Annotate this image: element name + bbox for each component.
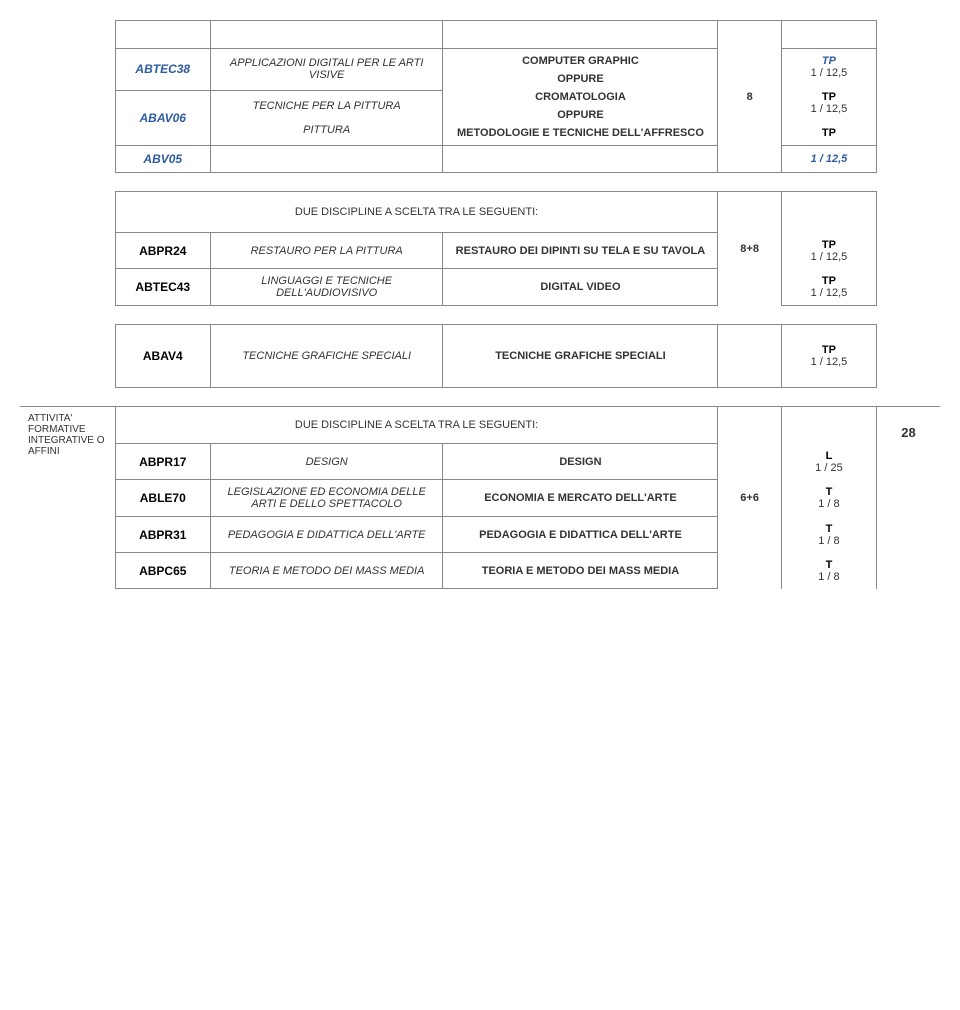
- tp-value: 1 / 12,5: [811, 287, 848, 299]
- table-4: ATTIVITA' FORMATIVE INTEGRATIVE O AFFINI…: [20, 406, 940, 589]
- disc-cell: LEGISLAZIONE ED ECONOMIA DELLE ARTI E DE…: [210, 480, 443, 517]
- table-row: ABV05 1 / 12,5: [20, 146, 940, 173]
- disc-line: TECNICHE PER LA PITTURA: [253, 100, 401, 112]
- table-row: ABPR17 DESIGN DESIGN L 1 / 25: [20, 444, 940, 480]
- tp-value: 1 / 12,5: [811, 251, 848, 263]
- tp-cell: TP 1 / 12,5: [781, 269, 876, 306]
- disc-cell: TEORIA E METODO DEI MASS MEDIA: [210, 553, 443, 589]
- code-cell: ABTEC38: [115, 49, 210, 91]
- tp-value: 1 / 8: [818, 498, 839, 510]
- tp-value: 1 / 25: [815, 462, 843, 474]
- table-row: ABAV4 TECNICHE GRAFICHE SPECIALI TECNICH…: [20, 325, 940, 388]
- table-3: ABAV4 TECNICHE GRAFICHE SPECIALI TECNICH…: [20, 324, 940, 388]
- tp-value: 1 / 8: [818, 535, 839, 547]
- oppure-label: OPPURE: [451, 73, 709, 85]
- code-cell: ABPR24: [115, 233, 210, 269]
- tp-cell: T 1 / 8: [781, 517, 876, 553]
- table-row: [20, 21, 940, 49]
- table-1: ABTEC38 APPLICAZIONI DIGITALI PER LE ART…: [20, 20, 940, 173]
- header-cell: DUE DISCIPLINE A SCELTA TRA LE SEGUENTI:: [115, 407, 718, 444]
- table-row: ABLE70 LEGISLAZIONE ED ECONOMIA DELLE AR…: [20, 480, 940, 517]
- tp-value: 1 / 8: [818, 571, 839, 583]
- table-row: ABTEC43 LINGUAGGI E TECNICHE DELL'AUDIOV…: [20, 269, 940, 306]
- tp-label: TP: [822, 91, 836, 103]
- num-value: 8+8: [726, 243, 772, 255]
- disc-cell: TECNICHE GRAFICHE SPECIALI: [210, 325, 443, 388]
- code-cell: ABPR31: [115, 517, 210, 553]
- disc-cell: LINGUAGGI E TECNICHE DELL'AUDIOVISIVO: [210, 269, 443, 306]
- header-cell: DUE DISCIPLINE A SCELTA TRA LE SEGUENTI:: [115, 192, 718, 233]
- code-cell: ABTEC43: [115, 269, 210, 306]
- disc-cell: PEDAGOGIA E DIDATTICA DELL'ARTE: [210, 517, 443, 553]
- table-row: ABPR24 RESTAURO PER LA PITTURA RESTAURO …: [20, 233, 940, 269]
- tp-cell: TP 1 / 12,5 TP 1 / 12,5 TP: [781, 49, 876, 146]
- content-cell: ECONOMIA E MERCATO DELL'ARTE: [443, 480, 718, 517]
- content-cell: TECNICHE GRAFICHE SPECIALI: [443, 325, 718, 388]
- tp-label: T: [826, 559, 833, 571]
- num-value: 6+6: [726, 492, 772, 504]
- num-cell: 8: [718, 49, 781, 146]
- tp-label: TP: [822, 239, 836, 251]
- content-line: CROMATOLOGIA: [535, 91, 626, 103]
- content-cell: DESIGN: [443, 444, 718, 480]
- num-cell: 8+8: [718, 192, 781, 306]
- big-cell: 28: [877, 407, 940, 589]
- tp-cell: TP 1 / 12,5: [781, 325, 876, 388]
- disc-cell: DESIGN: [210, 444, 443, 480]
- code-cell: ABPC65: [115, 553, 210, 589]
- tp-label: TP: [822, 344, 836, 356]
- tp-value: 1 / 12,5: [811, 67, 848, 79]
- content-cell: TEORIA E METODO DEI MASS MEDIA: [443, 553, 718, 589]
- tp-cell: 1 / 12,5: [781, 146, 876, 173]
- tp-cell: T 1 / 8: [781, 480, 876, 517]
- num-cell: 6+6: [718, 407, 781, 589]
- table-row: ATTIVITA' FORMATIVE INTEGRATIVE O AFFINI…: [20, 407, 940, 444]
- tp-cell: TP 1 / 12,5: [781, 233, 876, 269]
- table-row: ABPR31 PEDAGOGIA E DIDATTICA DELL'ARTE P…: [20, 517, 940, 553]
- content-line: METODOLOGIE E TECNICHE DELL'AFFRESCO: [457, 127, 704, 139]
- code-cell: ABLE70: [115, 480, 210, 517]
- tp-cell: T 1 / 8: [781, 553, 876, 589]
- tp-label: TP: [822, 55, 836, 67]
- table-row: DUE DISCIPLINE A SCELTA TRA LE SEGUENTI:…: [20, 192, 940, 233]
- code-cell: ABV05: [115, 146, 210, 173]
- table-row: ABTEC38 APPLICAZIONI DIGITALI PER LE ART…: [20, 49, 940, 91]
- content-cell: RESTAURO DEI DIPINTI SU TELA E SU TAVOLA: [443, 233, 718, 269]
- tp-label: TP: [822, 127, 836, 139]
- disc-line: PITTURA: [303, 124, 350, 136]
- code-cell: ABPR17: [115, 444, 210, 480]
- content-cell: PEDAGOGIA E DIDATTICA DELL'ARTE: [443, 517, 718, 553]
- content-cell: DIGITAL VIDEO: [443, 269, 718, 306]
- tp-label: TP: [822, 275, 836, 287]
- content-line: COMPUTER GRAPHIC: [522, 55, 639, 67]
- tp-label: T: [826, 523, 833, 535]
- table-2: DUE DISCIPLINE A SCELTA TRA LE SEGUENTI:…: [20, 191, 940, 306]
- disc-cell: TECNICHE PER LA PITTURA PITTURA: [210, 90, 443, 145]
- tp-value: 1 / 12,5: [811, 103, 848, 115]
- code-cell: ABAV06: [115, 90, 210, 145]
- content-cell: COMPUTER GRAPHIC OPPURE CROMATOLOGIA OPP…: [443, 49, 718, 146]
- disc-cell: RESTAURO PER LA PITTURA: [210, 233, 443, 269]
- tp-label: T: [826, 486, 833, 498]
- tp-label: L: [826, 450, 833, 462]
- side-cell: ATTIVITA' FORMATIVE INTEGRATIVE O AFFINI: [20, 407, 115, 589]
- tp-cell: L 1 / 25: [781, 444, 876, 480]
- tp-value: 1 / 12,5: [811, 356, 848, 368]
- code-cell: ABAV4: [115, 325, 210, 388]
- table-row: ABPC65 TEORIA E METODO DEI MASS MEDIA TE…: [20, 553, 940, 589]
- oppure-label: OPPURE: [451, 109, 709, 121]
- disc-cell: APPLICAZIONI DIGITALI PER LE ARTI VISIVE: [210, 49, 443, 91]
